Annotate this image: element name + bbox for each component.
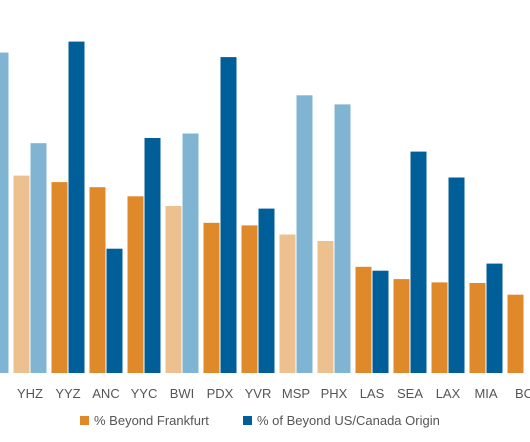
x-tick-bc: BC (515, 386, 530, 401)
x-tick-phx: PHX (321, 386, 348, 401)
bar-sea-us-canada (410, 151, 427, 373)
legend-label-frankfurt: % Beyond Frankfurt (94, 413, 209, 428)
legend: % Beyond Frankfurt % of Beyond US/Canada… (80, 413, 440, 428)
bar-yyc-us-canada (144, 138, 161, 373)
bar-yvr-frankfurt (241, 225, 258, 373)
bar-lax-us-canada (448, 177, 465, 373)
x-tick-pdx: PDX (207, 386, 234, 401)
x-tick-yvr: YVR (245, 386, 272, 401)
bar-anc-frankfurt (89, 187, 106, 373)
bar-bc-frankfurt (507, 294, 524, 373)
bar-pdx-frankfurt (203, 222, 220, 373)
bar-at-us-canada (0, 52, 9, 373)
bar-lax-frankfurt (431, 282, 448, 373)
legend-swatch-frankfurt (80, 416, 89, 425)
x-tick-lax: LAX (436, 386, 461, 401)
bar-bwi-us-canada (182, 133, 199, 373)
bar-msp-frankfurt (279, 234, 296, 373)
x-tick-yhz: YHZ (17, 386, 43, 401)
x-tick-sea: SEA (397, 386, 423, 401)
legend-swatch-us-canada (243, 416, 252, 425)
bar-phx-us-canada (334, 104, 351, 374)
x-tick-yyz: YYZ (55, 386, 80, 401)
bar-sea-frankfurt (393, 279, 410, 373)
bar-phx-frankfurt (317, 241, 334, 373)
bar-yyz-us-canada (68, 41, 85, 373)
bar-yhz-frankfurt (13, 175, 30, 373)
bar-yyc-frankfurt (127, 196, 144, 373)
x-tick-msp: MSP (282, 386, 310, 401)
bar-las-us-canada (372, 270, 389, 373)
bar-mia-us-canada (486, 263, 503, 373)
legend-label-us-canada: % of Beyond US/Canada Origin (257, 413, 440, 428)
x-tick-anc: ANC (92, 386, 119, 401)
bar-msp-us-canada (296, 95, 313, 374)
bar-mia-frankfurt (469, 283, 486, 373)
x-tick-mia: MIA (474, 386, 497, 401)
bar-yyz-frankfurt (51, 182, 68, 373)
x-tick-labels: ATYHZYYZANCYYCBWIPDXYVRMSPPHXLASSEALAXMI… (17, 386, 530, 401)
bar-yhz-us-canada (30, 143, 47, 373)
bar-anc-us-canada (106, 248, 123, 373)
bars-group (0, 41, 524, 374)
bar-las-frankfurt (355, 266, 372, 373)
bar-bwi-frankfurt (165, 206, 182, 373)
x-tick-las: LAS (360, 386, 385, 401)
bar-pdx-us-canada (220, 57, 237, 373)
x-tick-bwi: BWI (170, 386, 195, 401)
bar-yvr-us-canada (258, 208, 275, 373)
x-tick-yyc: YYC (131, 386, 158, 401)
